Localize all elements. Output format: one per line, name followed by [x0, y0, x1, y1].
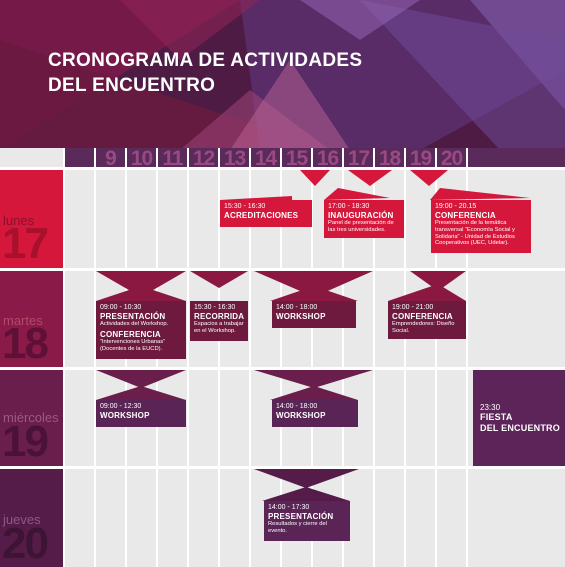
event-conferencia-martes[interactable]: 19:00 - 21:00 CONFERENCIA Emprendedores:…	[388, 301, 466, 339]
hour-label-10: 10	[130, 147, 153, 170]
hour-label-20: 20	[440, 147, 463, 170]
event-time: 14:00 - 18:00	[276, 403, 318, 410]
hour-label-18: 18	[378, 147, 401, 170]
event-presentacion-jueves[interactable]: 14:00 - 17:30 PRESENTACIÓN Resultados y …	[264, 501, 350, 541]
hour-label-17: 17	[347, 147, 370, 170]
day-number-18: 18	[2, 319, 49, 368]
event-title: CONFERENCIA	[392, 312, 453, 322]
event-time: 17:00 - 18:30	[328, 203, 370, 210]
event-time: 09:00 - 10:30	[100, 304, 142, 311]
event-workshop-miercoles-am[interactable]: 09:00 - 12:30 WORKSHOP	[96, 400, 186, 427]
event-description-secondary: “Intervenciones Urbanas” (Docentes de la…	[100, 339, 166, 352]
event-description: Espacios a trabajar en el Workshop.	[194, 321, 244, 334]
day-name-jueves: jueves	[3, 512, 41, 527]
event-time: 09:00 - 12:30	[100, 403, 142, 410]
hour-label-13: 13	[223, 147, 246, 170]
event-description: Actividades del Workshop.	[100, 321, 169, 328]
event-title: PRESENTACIÓN	[100, 312, 166, 322]
event-workshop-martes[interactable]: 14:00 - 18:00 WORKSHOP	[272, 301, 356, 328]
day-name-martes: martes	[3, 313, 43, 328]
hour-label-19: 19	[409, 147, 432, 170]
event-title: WORKSHOP	[276, 312, 326, 322]
page-title-line-2: DEL ENCUENTRO	[48, 75, 216, 96]
event-description: Resultados y cierre del evento.	[268, 521, 327, 534]
day-name-miercoles: miércoles	[3, 410, 59, 425]
event-time: 15:30 - 16:30	[224, 203, 266, 210]
event-title-secondary: CONFERENCIA	[100, 329, 161, 339]
hour-label-16: 16	[316, 147, 339, 170]
hour-label-12: 12	[192, 147, 215, 170]
day-name-lunes: lunes	[3, 213, 35, 228]
event-title-secondary: DEL ENCUENTRO	[480, 422, 560, 433]
hour-label-14: 14	[254, 147, 277, 170]
event-title: CONFERENCIA	[435, 211, 496, 221]
event-title: INAUGURACIÓN	[328, 211, 394, 221]
event-title: WORKSHOP	[276, 411, 326, 421]
event-title: FIESTA	[480, 412, 513, 423]
event-workshop-miercoles-pm[interactable]: 14:00 - 18:00 WORKSHOP	[272, 400, 358, 427]
event-conferencia-lunes[interactable]: 19:00 - 20.15 CONFERENCIA Presentación d…	[431, 200, 531, 253]
hour-label-15: 15	[285, 147, 308, 170]
header-background	[0, 0, 565, 150]
day-number-17: 17	[2, 219, 49, 268]
event-acreditaciones[interactable]: 15:30 - 16:30 ACREDITACIONES	[220, 200, 312, 227]
event-description: Emprendedores: Diseño Social.	[392, 321, 455, 334]
event-time: 23:30	[480, 403, 501, 412]
event-inauguracion[interactable]: 17:00 - 18:30 INAUGURACIÓN Panel de pres…	[324, 200, 404, 238]
event-time: 15:30 - 16:30	[194, 304, 236, 311]
event-recorrida[interactable]: 15:30 - 16:30 RECORRIDA Espacios a traba…	[190, 301, 248, 341]
event-description: Panel de presentación de las tres univer…	[328, 220, 394, 233]
event-fiesta[interactable]: 23:30 FIESTA DEL ENCUENTRO	[476, 400, 564, 440]
header-banner: CRONOGRAMA DE ACTIVIDADES DEL ENCUENTRO	[0, 0, 565, 150]
event-description: Presentación de la temática transversal …	[435, 220, 515, 247]
page-title-line-1: CRONOGRAMA DE ACTIVIDADES	[48, 50, 363, 71]
hour-label-9: 9	[105, 147, 117, 170]
hour-label-11: 11	[162, 147, 183, 170]
event-title: ACREDITACIONES	[224, 211, 299, 221]
event-title: WORKSHOP	[100, 411, 150, 421]
event-time: 14:00 - 17:30	[268, 504, 310, 511]
event-presentacion-martes[interactable]: 09:00 - 10:30 PRESENTACIÓN Actividades d…	[96, 301, 186, 359]
day-number-20: 20	[2, 519, 49, 567]
event-time: 14:00 - 18:00	[276, 304, 318, 311]
day-number-19: 19	[2, 417, 49, 466]
event-time: 19:00 - 21:00	[392, 304, 434, 311]
event-title: RECORRIDA	[194, 312, 245, 322]
event-time: 19:00 - 20.15	[435, 203, 477, 210]
event-title: PRESENTACIÓN	[268, 512, 334, 522]
